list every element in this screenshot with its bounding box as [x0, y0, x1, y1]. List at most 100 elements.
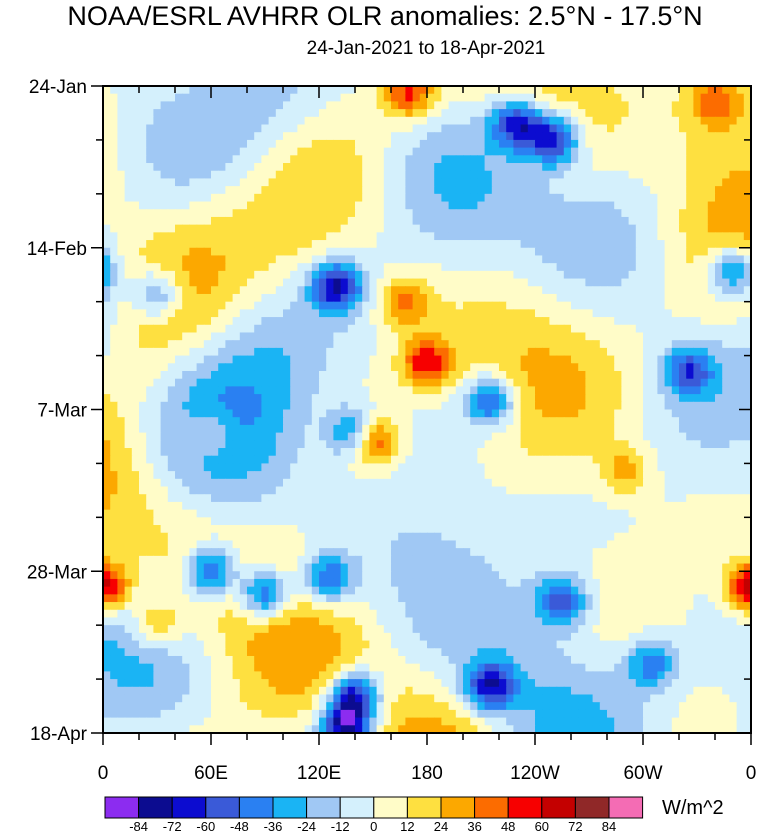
heatmap-cell: [117, 132, 126, 141]
heatmap-cell: [167, 286, 176, 295]
heatmap-cell: [743, 355, 751, 364]
heatmap-cell: [196, 340, 205, 349]
heatmap-cell: [707, 124, 716, 133]
heatmap-cell: [621, 386, 630, 395]
heatmap-cell: [585, 432, 594, 441]
heatmap-cell: [247, 424, 255, 434]
heatmap-cell: [448, 93, 457, 102]
heatmap-cell: [290, 178, 298, 187]
heatmap-cell: [182, 163, 190, 172]
heatmap-cell: [355, 324, 363, 334]
heatmap-cell: [283, 132, 291, 141]
heatmap-cell: [463, 432, 471, 441]
heatmap-cell: [664, 394, 673, 403]
heatmap-cell: [139, 324, 147, 334]
heatmap-cell: [254, 355, 262, 364]
heatmap-cell: [304, 486, 313, 495]
heatmap-cell: [664, 378, 673, 387]
heatmap-cell: [283, 116, 291, 126]
heatmap-cell: [340, 486, 349, 495]
heatmap-cell: [340, 116, 349, 126]
heatmap-cell: [383, 432, 392, 441]
heatmap-cell: [614, 478, 622, 488]
heatmap-cell: [283, 178, 291, 187]
heatmap-cell: [117, 363, 126, 372]
heatmap-cell: [585, 309, 594, 318]
heatmap-cell: [247, 224, 255, 233]
heatmap-cell: [203, 340, 212, 349]
heatmap-cell: [571, 232, 579, 241]
heatmap-cell: [369, 147, 378, 156]
heatmap-cell: [657, 86, 666, 95]
heatmap-cell: [211, 247, 219, 257]
heatmap-cell: [383, 224, 392, 233]
heatmap-cell: [434, 494, 442, 503]
heatmap-cell: [398, 355, 406, 364]
heatmap-cell: [743, 286, 751, 295]
heatmap-cell: [319, 455, 327, 465]
heatmap-cell: [599, 263, 608, 272]
heatmap-cell: [506, 486, 514, 495]
heatmap-cell: [391, 471, 399, 480]
heatmap-cell: [131, 232, 140, 241]
heatmap-cell: [355, 270, 363, 280]
heatmap-cell: [355, 401, 363, 411]
heatmap-cell: [239, 201, 248, 210]
heatmap-cell: [650, 155, 658, 164]
heatmap-cell: [340, 232, 349, 241]
heatmap-cell: [405, 109, 414, 118]
heatmap-cell: [686, 409, 694, 418]
heatmap-cell: [175, 278, 183, 287]
heatmap-cell: [218, 363, 226, 372]
heatmap-cell: [218, 340, 226, 349]
heatmap-cell: [239, 347, 248, 357]
heatmap-cell: [326, 116, 334, 126]
heatmap-cell: [167, 224, 176, 233]
heatmap-cell: [729, 178, 738, 187]
heatmap-cell: [520, 86, 529, 95]
heatmap-cell: [211, 155, 219, 164]
heatmap-cell: [304, 394, 313, 403]
heatmap-cell: [743, 193, 751, 203]
heatmap-cell: [607, 440, 615, 449]
heatmap-cell: [491, 86, 500, 95]
heatmap-cell: [448, 501, 457, 511]
heatmap-cell: [722, 394, 730, 403]
heatmap-cell: [405, 132, 414, 141]
heatmap-cell: [614, 263, 622, 272]
heatmap-cell: [513, 463, 522, 472]
heatmap-cell: [700, 432, 709, 441]
heatmap-cell: [542, 455, 550, 465]
heatmap-cell: [427, 378, 435, 387]
heatmap-cell: [261, 132, 270, 141]
heatmap-cell: [326, 286, 334, 295]
heatmap-cell: [297, 340, 306, 349]
heatmap-cell: [239, 270, 248, 280]
heatmap-cell: [635, 93, 644, 102]
heatmap-cell: [628, 170, 637, 180]
heatmap-cell: [607, 417, 615, 426]
heatmap-cell: [571, 255, 579, 264]
heatmap-cell: [527, 263, 536, 272]
heatmap-cell: [117, 224, 126, 233]
heatmap-cell: [643, 216, 651, 226]
heatmap-cell: [635, 409, 644, 418]
heatmap-cell: [607, 170, 615, 180]
heatmap-cell: [520, 116, 529, 126]
heatmap-cell: [391, 163, 399, 172]
heatmap-cell: [571, 309, 579, 318]
heatmap-cell: [736, 440, 745, 449]
heatmap-cell: [160, 340, 169, 349]
heatmap-cell: [239, 317, 248, 326]
heatmap-cell: [139, 417, 147, 426]
heatmap-cell: [542, 193, 550, 203]
heatmap-cell: [571, 109, 579, 118]
heatmap-cell: [218, 278, 226, 287]
heatmap-cell: [196, 486, 205, 495]
heatmap-cell: [405, 101, 414, 110]
heatmap-cell: [736, 178, 745, 187]
heatmap-cell: [614, 424, 622, 434]
heatmap-cell: [722, 309, 730, 318]
heatmap-cell: [455, 232, 464, 241]
heatmap-cell: [628, 417, 637, 426]
